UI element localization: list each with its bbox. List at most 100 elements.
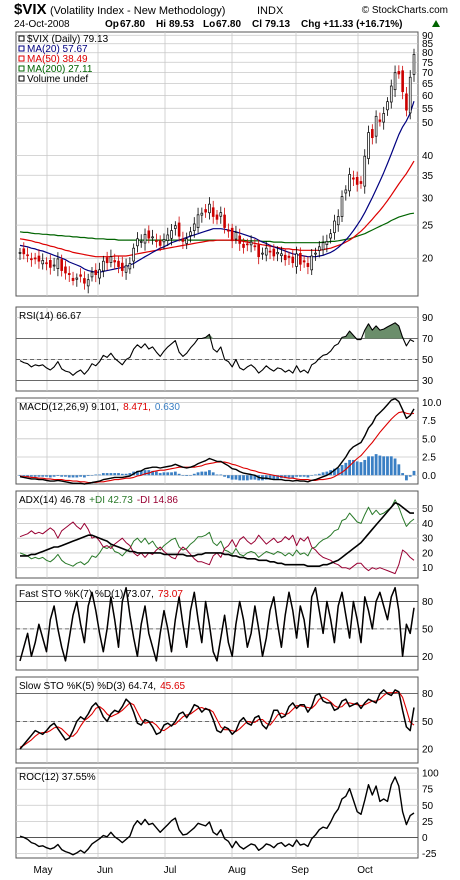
candle-body xyxy=(105,257,109,264)
macd-histogram-bar xyxy=(242,475,245,481)
macd-histogram-bar xyxy=(41,475,45,477)
price-legend-label: MA(200) 27.11 xyxy=(27,64,93,75)
macd-histogram-bar xyxy=(321,472,325,476)
close-label: Cl xyxy=(252,19,262,30)
roc-line xyxy=(19,776,415,856)
candle-body xyxy=(18,252,22,254)
price-tick-label: 65 xyxy=(422,79,434,90)
slowsto-legend-label: 45.65 xyxy=(160,681,185,692)
candle-body xyxy=(90,271,94,278)
low-value: 67.80 xyxy=(216,19,241,30)
month-label-jun: Jun xyxy=(97,865,113,876)
candle-body xyxy=(405,93,408,111)
candle-body xyxy=(75,277,79,280)
high-label: Hi xyxy=(156,19,166,30)
price-tick-label: 75 xyxy=(422,58,434,69)
macd-histogram-bar xyxy=(211,472,215,476)
candle-body xyxy=(234,232,238,240)
candle-body xyxy=(238,235,242,244)
adx-tick-label: 20 xyxy=(422,548,434,559)
price-legend-label: $VIX (Daily) 79.13 xyxy=(27,34,109,45)
macd-histogram-bar xyxy=(333,468,336,476)
macd-histogram-bar xyxy=(306,475,310,478)
rsi-frame xyxy=(15,306,419,392)
macd-tick-label: 5.0 xyxy=(422,434,436,445)
macd-histogram-bar xyxy=(143,470,147,476)
roc-tick-label: 100 xyxy=(422,769,439,780)
candle-body xyxy=(264,247,268,256)
open-value: 67.80 xyxy=(120,19,145,30)
low-label: Lo xyxy=(203,19,215,30)
plus-di-line xyxy=(19,499,415,567)
macd-histogram-bar xyxy=(374,454,378,476)
macd-histogram-bar xyxy=(136,470,139,476)
macd-histogram-bar xyxy=(272,475,276,480)
candle-body xyxy=(287,255,291,258)
candle-body xyxy=(109,256,113,263)
macd-histogram-bar xyxy=(230,475,234,480)
candle-body xyxy=(147,230,151,239)
macd-histogram-bar xyxy=(287,475,291,478)
macd-panel: 0.0 2.5 5.0 7.5 10.0 MACD(12,26,9) 9.101, 8.47… xyxy=(15,397,442,485)
candle-body xyxy=(170,230,173,239)
exchange: INDX xyxy=(257,5,284,17)
faststo-legend-label: 73.07 xyxy=(158,589,183,600)
macd-histogram-bar xyxy=(79,475,83,477)
candle-body xyxy=(158,240,162,246)
macd-histogram-bar xyxy=(264,475,268,480)
macd-histogram-bar xyxy=(393,458,397,476)
macd-histogram-bar xyxy=(336,467,340,476)
ma20-line xyxy=(19,101,415,273)
slowsto-legend-label: Slow STO %K(5) %D(3) 64.74, xyxy=(19,681,156,692)
macd-histogram-bar xyxy=(60,475,64,477)
price-legend-swatch xyxy=(18,75,25,82)
candle-body xyxy=(56,258,60,269)
slowsto-k-line xyxy=(19,689,415,750)
macd-legend-label: 8.471, xyxy=(123,402,151,413)
rsi-tick-label: 90 xyxy=(422,313,434,324)
index-name: (Volatility Index - New Methodology) xyxy=(50,5,225,17)
price-tick-label: 35 xyxy=(422,171,434,182)
macd-histogram-bar xyxy=(238,475,242,481)
macd-histogram-bar xyxy=(52,475,56,477)
candle-body xyxy=(249,241,253,246)
candle-body xyxy=(166,234,170,241)
adx-legend-label: ADX(14) 46.78 xyxy=(19,495,86,506)
macd-line xyxy=(19,398,415,485)
macd-histogram-bar xyxy=(245,475,249,481)
macd-histogram-bar xyxy=(185,475,189,476)
macd-histogram-bar xyxy=(298,475,302,477)
rsi-panel: 30 50 70 90 RSI(14) 66.67 xyxy=(15,306,434,392)
price-legend-swatch xyxy=(18,35,25,42)
faststo-k-line xyxy=(19,586,415,662)
candle-body xyxy=(340,196,344,217)
macd-histogram-bar xyxy=(86,475,90,476)
candle-body xyxy=(26,254,29,257)
candle-body xyxy=(200,212,204,216)
candle-body xyxy=(132,247,135,262)
price-legend-swatch xyxy=(18,45,25,52)
price-tick-label: 85 xyxy=(422,39,434,50)
candle-body xyxy=(83,278,86,284)
candle-body xyxy=(30,258,33,261)
candle-body xyxy=(120,262,124,271)
candle-body xyxy=(227,229,230,232)
macd-histogram-bar xyxy=(192,473,196,476)
roc-tick-label: 0 xyxy=(422,833,428,844)
price-tick-label: 80 xyxy=(422,48,434,59)
adx-legend-label: +DI 42.73 xyxy=(89,495,133,506)
macd-histogram-bar xyxy=(151,470,154,476)
candle-body xyxy=(299,252,302,265)
macd-histogram-bar xyxy=(310,475,314,476)
candle-body xyxy=(401,70,404,93)
macd-histogram-bar xyxy=(314,474,317,476)
price-legend-label: Volume undef xyxy=(27,74,88,85)
macd-histogram-bar xyxy=(162,472,166,476)
macd-histogram-bar xyxy=(48,475,52,478)
candle-body xyxy=(382,113,385,123)
macd-histogram-bar xyxy=(94,474,98,476)
price-tick-label: 25 xyxy=(422,221,434,232)
price-tick-label: 40 xyxy=(422,151,434,162)
macd-histogram-bar xyxy=(348,459,351,476)
